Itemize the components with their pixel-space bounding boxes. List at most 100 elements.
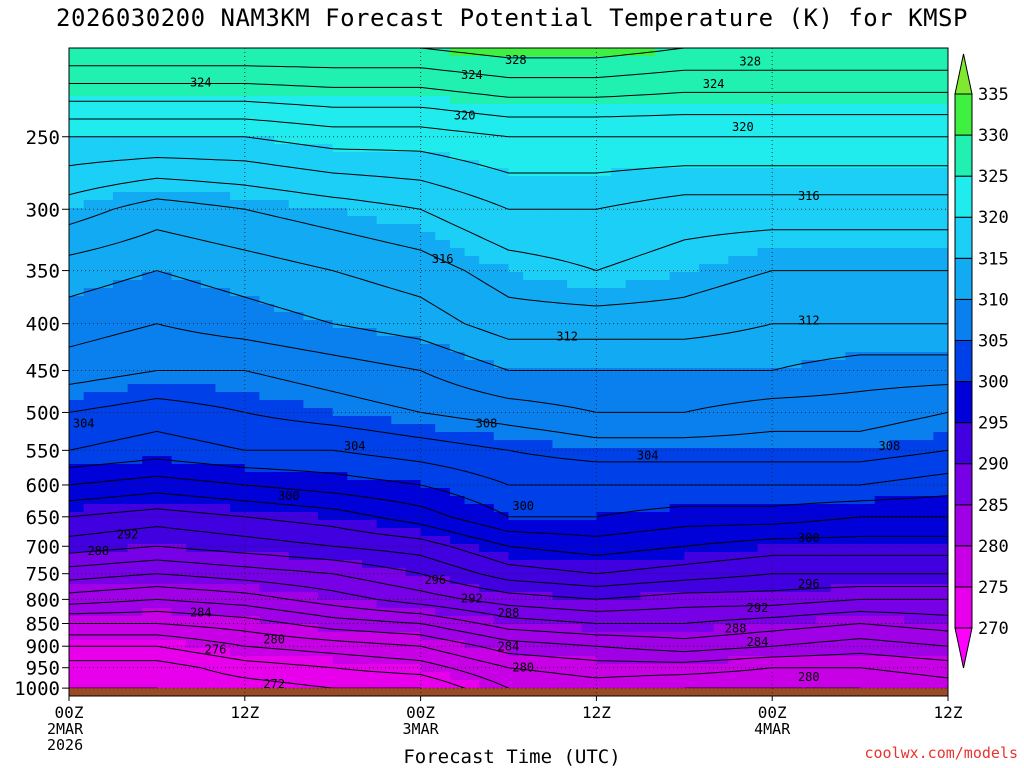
heat-cell	[69, 488, 85, 497]
heat-cell	[435, 592, 451, 601]
heat-cell	[816, 176, 832, 185]
heat-cell	[772, 600, 788, 609]
heat-cell	[303, 440, 319, 449]
heat-cell	[420, 240, 436, 249]
heat-cell	[112, 672, 129, 681]
heat-cell	[288, 120, 304, 129]
heat-cell	[728, 240, 744, 249]
heat-cell	[376, 328, 392, 337]
heat-cell	[332, 248, 348, 257]
heat-cell	[493, 96, 510, 105]
heat-cell	[669, 200, 685, 209]
heat-cell	[200, 360, 217, 369]
heat-cell	[479, 296, 495, 305]
heat-cell	[801, 248, 817, 257]
heat-cell	[728, 232, 744, 241]
heat-cell	[684, 72, 700, 81]
heat-cell	[786, 320, 803, 329]
heat-cell	[581, 392, 597, 401]
heat-cell	[391, 408, 407, 417]
heat-cell	[567, 312, 583, 321]
heat-cell	[816, 144, 832, 153]
heat-cell	[83, 432, 99, 441]
heat-cell	[479, 504, 495, 513]
heat-cell	[127, 576, 143, 585]
heat-cell	[332, 528, 348, 537]
x-tick-label: 00Z	[406, 703, 435, 722]
heat-cell	[420, 600, 436, 609]
heat-cell	[274, 576, 290, 585]
heat-cell	[332, 336, 348, 345]
heat-cell	[684, 624, 700, 633]
heat-cell	[288, 592, 304, 601]
heat-cell	[669, 584, 685, 593]
heat-cell	[98, 672, 114, 681]
heat-cell	[684, 184, 700, 193]
heat-cell	[420, 344, 436, 353]
heat-cell	[493, 456, 510, 465]
heat-cell	[376, 384, 392, 393]
heat-cell	[742, 136, 759, 145]
heat-cell	[186, 160, 202, 169]
heat-cell	[230, 112, 246, 121]
heat-cell	[303, 368, 319, 377]
heat-cell	[655, 80, 671, 89]
heat-cell	[274, 200, 290, 209]
heat-cell	[918, 104, 934, 113]
heat-cell	[904, 480, 920, 489]
heat-cell	[362, 288, 378, 297]
heat-cell	[786, 312, 803, 321]
heat-cell	[640, 192, 656, 201]
heat-cell	[655, 72, 671, 81]
heat-cell	[860, 96, 876, 105]
heat-cell	[259, 152, 275, 161]
heat-cell	[757, 288, 773, 297]
heat-cell	[581, 120, 597, 129]
heat-cell	[918, 608, 934, 617]
heat-cell	[567, 600, 583, 609]
heat-cell	[493, 240, 510, 249]
heat-cell	[83, 528, 99, 537]
heat-cell	[874, 288, 890, 297]
heat-cell	[713, 392, 729, 401]
heat-cell	[464, 112, 480, 121]
heat-cell	[230, 136, 246, 145]
heat-cell	[904, 440, 920, 449]
heat-cell	[669, 608, 685, 617]
heat-cell	[449, 136, 466, 145]
heat-cell	[830, 600, 847, 609]
heat-cell	[698, 256, 715, 265]
heat-cell	[611, 248, 627, 257]
heat-cell	[171, 408, 187, 417]
heat-cell	[362, 664, 378, 673]
heat-cell	[303, 360, 319, 369]
heat-cell	[523, 248, 539, 257]
heat-cell	[69, 80, 85, 89]
heat-cell	[435, 80, 451, 89]
heat-cell	[449, 464, 466, 473]
heat-cell	[625, 552, 641, 561]
heat-cell	[391, 584, 407, 593]
heat-cell	[186, 120, 202, 129]
contour-label: 304	[344, 439, 366, 453]
heat-cell	[640, 640, 656, 649]
heat-cell	[362, 584, 378, 593]
heat-cell	[596, 232, 612, 241]
heat-cell	[98, 240, 114, 249]
heat-cell	[112, 224, 129, 233]
heat-cell	[845, 280, 861, 289]
heat-cell	[362, 576, 378, 585]
heat-cell	[347, 112, 363, 121]
heat-cell	[200, 168, 217, 177]
heat-cell	[259, 488, 275, 497]
heat-cell	[274, 72, 290, 81]
heat-cell	[523, 384, 539, 393]
heat-cell	[933, 112, 948, 121]
heat-cell	[98, 104, 114, 113]
heat-cell	[845, 680, 861, 689]
heat-cell	[98, 632, 114, 641]
heat-cell	[757, 464, 773, 473]
heat-cell	[318, 112, 334, 121]
heat-cell	[728, 160, 744, 169]
